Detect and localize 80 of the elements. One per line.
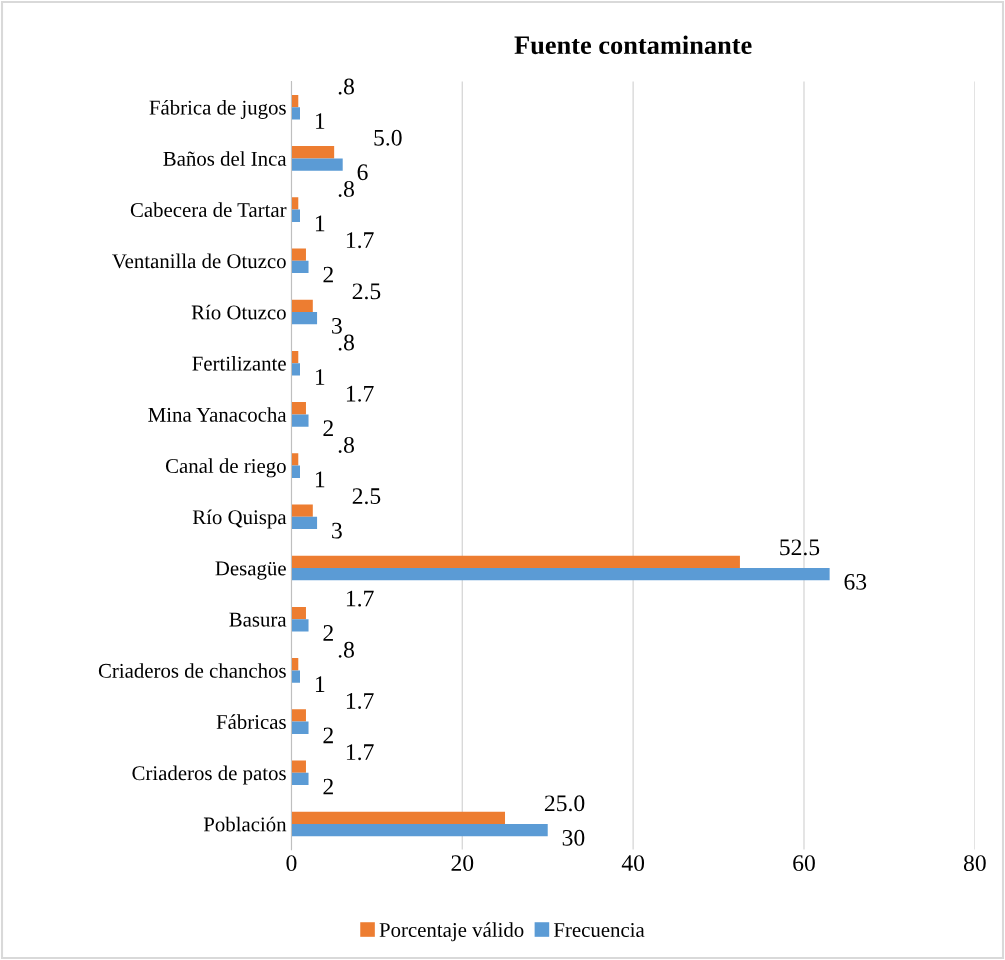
chart-title: Fuente contaminante [514, 35, 752, 55]
bar [291, 453, 299, 466]
data-label: 1.7 [346, 590, 374, 607]
data-label: 6 [357, 164, 368, 181]
data-label: 3 [332, 317, 342, 334]
bar [291, 811, 506, 824]
x-tick-label: 40 [621, 855, 645, 872]
bar [291, 197, 299, 210]
data-label: 5.0 [374, 129, 402, 146]
y-tick-label: Canal de riego [165, 458, 286, 478]
data-label: .8 [338, 78, 354, 95]
data-label: .8 [338, 180, 354, 197]
bar [291, 709, 306, 722]
bar [291, 760, 306, 773]
bar [291, 516, 318, 530]
bar [291, 158, 343, 171]
data-label: 2 [323, 727, 333, 744]
data-label: 2 [323, 420, 333, 436]
x-tick-label: 20 [451, 855, 474, 872]
y-tick-label: Cabecera de Tartar [130, 202, 287, 218]
x-tick-label: 60 [793, 855, 815, 872]
y-tick-label: Río Quispa [192, 509, 287, 529]
bar [291, 619, 309, 632]
data-label: 1.7 [346, 232, 374, 249]
data-label: .8 [338, 641, 354, 658]
data-label: 30 [562, 829, 585, 846]
y-tick-label: Fábricas [216, 714, 286, 730]
bar [291, 312, 318, 325]
data-label: 2.5 [352, 283, 381, 300]
data-label: 1 [315, 369, 325, 385]
y-tick-label: Río Otuzco [191, 304, 286, 320]
data-label: 1 [315, 113, 325, 129]
bar [291, 772, 309, 786]
bar [291, 568, 830, 581]
data-label: .8 [338, 334, 354, 351]
bar [291, 414, 309, 427]
data-label: 1.7 [346, 693, 374, 709]
x-tick-label: 0 [286, 855, 297, 872]
y-tick-label: Desagüe [215, 561, 286, 580]
y-tick-label: Mina Yanacocha [148, 407, 287, 422]
y-tick-label: Criaderos de chanchos [98, 663, 286, 678]
data-label: 1.7 [346, 385, 374, 402]
data-label: 25.0 [544, 795, 585, 812]
y-tick-label: Población [203, 816, 287, 832]
bar [291, 209, 300, 222]
bar [291, 504, 313, 517]
y-tick-label: Baños del Inca [163, 151, 287, 166]
data-label: 2 [323, 266, 333, 283]
data-label: 2 [323, 625, 333, 641]
legend-label: Frecuencia [553, 923, 645, 938]
bar [291, 555, 740, 568]
legend-label: Porcentaje válido [379, 922, 524, 942]
bar [291, 402, 306, 415]
y-tick-label: Basura [229, 612, 287, 627]
data-label: 1.7 [346, 744, 374, 761]
y-tick-label: Fertilizante [192, 355, 286, 371]
y-tick-label: Ventanilla de Otuzco [112, 253, 286, 269]
data-label: 3 [332, 522, 342, 539]
bar [291, 146, 335, 159]
bar [291, 299, 313, 312]
data-label: 52.5 [780, 539, 820, 556]
bar [291, 363, 300, 376]
bar [291, 606, 306, 620]
x-tick-label: 80 [963, 855, 986, 872]
data-label: 1 [315, 676, 325, 692]
data-label: 63 [844, 573, 867, 590]
bar [291, 260, 309, 274]
bar [291, 721, 309, 734]
bar [291, 107, 300, 120]
data-label: 1 [315, 471, 325, 488]
bar [291, 465, 300, 478]
data-label: 2 [323, 778, 333, 795]
bar [291, 670, 300, 683]
y-tick-label: Fábrica de jugos [149, 99, 286, 119]
bar [291, 248, 306, 261]
bar [291, 824, 548, 837]
data-label: 2.5 [352, 488, 381, 505]
data-label: 1 [315, 215, 325, 232]
data-label: .8 [338, 436, 354, 453]
y-tick-label: Criaderos de patos [132, 765, 286, 785]
